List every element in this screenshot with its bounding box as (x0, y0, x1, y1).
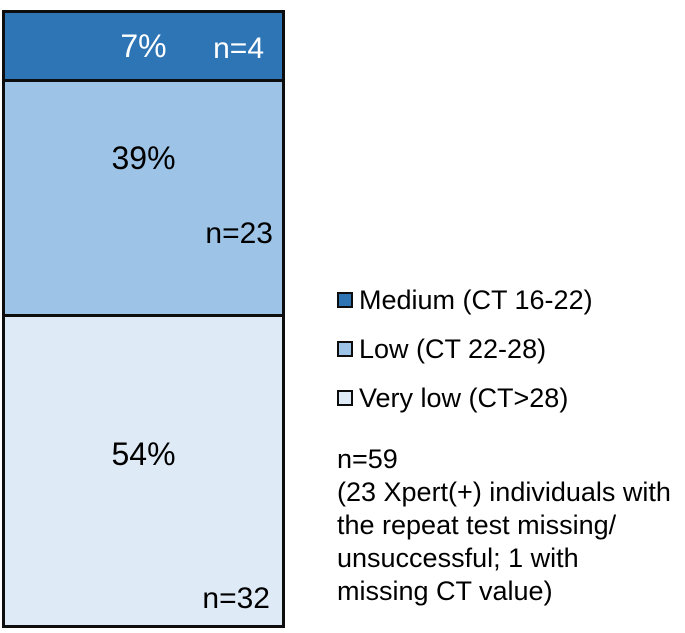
legend-item-low: Low (CT 22-28) (337, 335, 593, 363)
bar-segment-low: 39% n=23 (5, 82, 282, 317)
segment-count-label: n=23 (205, 217, 273, 250)
segment-count-label: n=32 (202, 582, 270, 615)
legend-swatch-very-low-icon (337, 390, 353, 406)
note-line: the repeat test missing/ (337, 510, 617, 540)
segment-percent-label: 39% (111, 140, 176, 176)
note-line: (23 Xpert(+) individuals with (337, 477, 671, 507)
segment-percent-label: 54% (111, 436, 176, 472)
note-line: unsuccessful; 1 with (337, 543, 579, 573)
legend-swatch-low-icon (337, 341, 353, 357)
legend-label: Very low (CT>28) (359, 382, 569, 413)
legend-swatch-medium-icon (337, 292, 353, 308)
sample-size-note: n=59 (23 Xpert(+) individuals with the r… (337, 443, 671, 608)
legend: Medium (CT 16-22) Low (CT 22-28) Very lo… (337, 286, 593, 433)
note-line: n=59 (337, 444, 398, 474)
legend-item-medium: Medium (CT 16-22) (337, 286, 593, 314)
segment-count-label: n=4 (213, 32, 264, 65)
legend-label: Low (CT 22-28) (359, 333, 547, 364)
note-line: missing CT value) (337, 576, 553, 606)
segment-percent-label: 7% (120, 28, 167, 64)
legend-label: Medium (CT 16-22) (359, 284, 593, 315)
stacked-bar: 7% n=4 39% n=23 54% n=32 (2, 10, 285, 628)
legend-item-very-low: Very low (CT>28) (337, 384, 593, 412)
bar-segment-very-low: 54% n=32 (5, 317, 282, 625)
bar-segment-medium: 7% n=4 (5, 13, 282, 82)
